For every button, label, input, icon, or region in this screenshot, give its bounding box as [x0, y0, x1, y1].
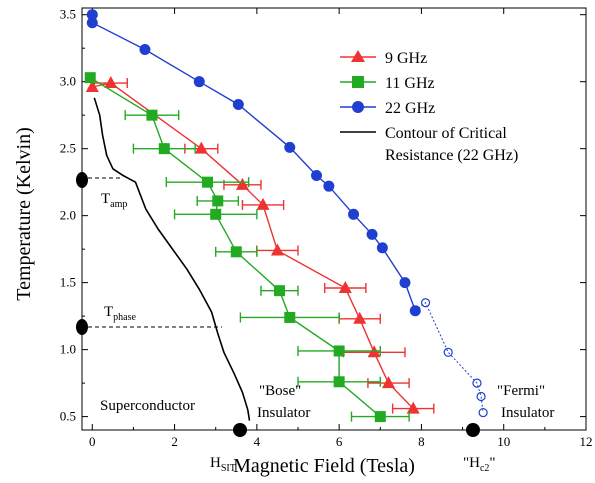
y-tick-label: 0.5 [60, 409, 76, 424]
y-tick-label: 1.5 [60, 275, 76, 290]
data-point-9ghz [194, 141, 208, 154]
data-point-22ghz [193, 76, 205, 88]
t-amp-label: Tamp [101, 191, 127, 210]
data-point-22ghz [348, 208, 360, 220]
data-series [84, 9, 488, 423]
x-tick-label: 12 [580, 434, 593, 449]
plot-frame [81, 7, 587, 431]
series-22ghz [86, 9, 488, 418]
data-point-22ghz [366, 228, 378, 240]
series-11ghz [84, 72, 410, 423]
axes: 0 2 4 6 8 10 12 0.5 1.0 1.5 2.0 2.5 3.0 3.5 [60, 7, 593, 449]
data-point-11ghz [230, 246, 242, 258]
data-point-9ghz [270, 243, 284, 256]
data-point-11ghz [273, 285, 285, 297]
data-point-11ghz [212, 195, 224, 207]
legend-9ghz-marker [351, 50, 365, 62]
legend: 9 GHz 11 GHz 22 GHz Contour of Critical R… [340, 50, 518, 164]
critical-resistance-contour [93, 97, 251, 421]
t-phase-label: Tphase [104, 304, 137, 323]
legend-22ghz-marker [352, 101, 364, 113]
y-tick-label: 3.5 [60, 7, 76, 22]
data-point-22ghz [232, 98, 244, 110]
x-tick-label: 6 [336, 434, 343, 449]
series-line-22ghz-dotted [414, 301, 484, 413]
legend-contour-label-line1: Contour of Critical [385, 125, 507, 142]
fermi-label-line2: Insulator [501, 405, 554, 421]
data-point-22ghz [311, 169, 323, 181]
data-point-9ghz [353, 311, 367, 324]
data-point-22ghz [399, 277, 411, 289]
h-c2-tail: " [489, 455, 495, 471]
data-point-22ghz [323, 180, 335, 192]
t-phase-marker [76, 319, 88, 335]
y-tick-label: 2.0 [60, 208, 76, 223]
y-axis-label: Temperature (Kelvin) [13, 127, 35, 301]
h-c2-sub: c2 [480, 463, 489, 474]
x-tick-label: 8 [418, 434, 425, 449]
h-sit-main: H [210, 455, 221, 471]
h-c2-marker [466, 423, 480, 437]
data-point-22ghz [86, 17, 98, 29]
t-amp-main: T [101, 191, 110, 207]
data-point-22ghz [409, 305, 421, 317]
data-point-11ghz [146, 109, 158, 121]
x-axis-label: Magnetic Field (Tesla) [233, 455, 415, 477]
series-line-22ghz [91, 14, 416, 312]
legend-22ghz-label: 22 GHz [385, 100, 435, 117]
annotations: Tamp Tphase Superconductor "Bose" Insula… [76, 172, 554, 474]
t-amp-marker [76, 172, 88, 188]
fermi-label-line1: "Fermi" [497, 383, 545, 399]
h-sit-marker [233, 423, 247, 437]
data-point-11ghz [333, 376, 345, 388]
data-point-22ghz [139, 44, 151, 56]
data-point-11ghz [284, 311, 296, 323]
data-point-11ghz [158, 143, 170, 155]
t-phase-main: T [104, 304, 113, 320]
data-point-22ghz [86, 9, 98, 21]
legend-11ghz-marker [352, 76, 364, 88]
x-tick-label: 0 [89, 434, 96, 449]
data-point-11ghz [333, 345, 345, 357]
data-point-9ghz [382, 376, 396, 389]
legend-contour-label: Contour of Critical Resistance (22 GHz) [385, 125, 518, 164]
data-point-hollow-22ghz [443, 347, 453, 357]
x-tick-label: 4 [254, 434, 261, 449]
h-sit-label: HSIT [210, 455, 236, 474]
t-amp-sub: amp [110, 199, 127, 210]
data-point-22ghz [376, 242, 388, 254]
x-tick-label: 2 [171, 434, 178, 449]
legend-11ghz-label: 11 GHz [385, 75, 435, 92]
superconductor-label: Superconductor [100, 398, 195, 414]
data-point-11ghz [210, 208, 222, 220]
data-point-11ghz [374, 411, 386, 423]
h-c2-label: "Hc2" [463, 455, 496, 474]
data-point-9ghz [406, 401, 420, 414]
data-point-9ghz [235, 177, 249, 190]
h-sit-sub: SIT [221, 463, 236, 474]
data-point-9ghz [338, 280, 352, 293]
legend-contour-label-line2: Resistance (22 GHz) [385, 147, 518, 164]
data-point-11ghz [84, 72, 96, 84]
contour-line [93, 97, 251, 421]
t-phase-sub: phase [113, 312, 136, 323]
legend-9ghz-label: 9 GHz [385, 50, 427, 67]
data-point-22ghz [284, 141, 296, 153]
bose-label-line2: Insulator [257, 405, 310, 421]
data-point-9ghz [104, 76, 118, 89]
data-point-hollow-22ghz [476, 391, 486, 402]
bose-label-line1: "Bose" [259, 383, 301, 399]
data-point-9ghz [85, 80, 99, 93]
data-point-11ghz [201, 176, 213, 188]
data-point-hollow-22ghz [478, 407, 488, 418]
h-c2-main: "H [463, 455, 480, 471]
y-tick-label: 1.0 [60, 342, 76, 357]
x-tick-label: 10 [497, 434, 510, 449]
y-tick-label: 2.5 [60, 141, 76, 156]
y-tick-label: 3.0 [60, 74, 76, 89]
data-point-9ghz [256, 197, 270, 210]
